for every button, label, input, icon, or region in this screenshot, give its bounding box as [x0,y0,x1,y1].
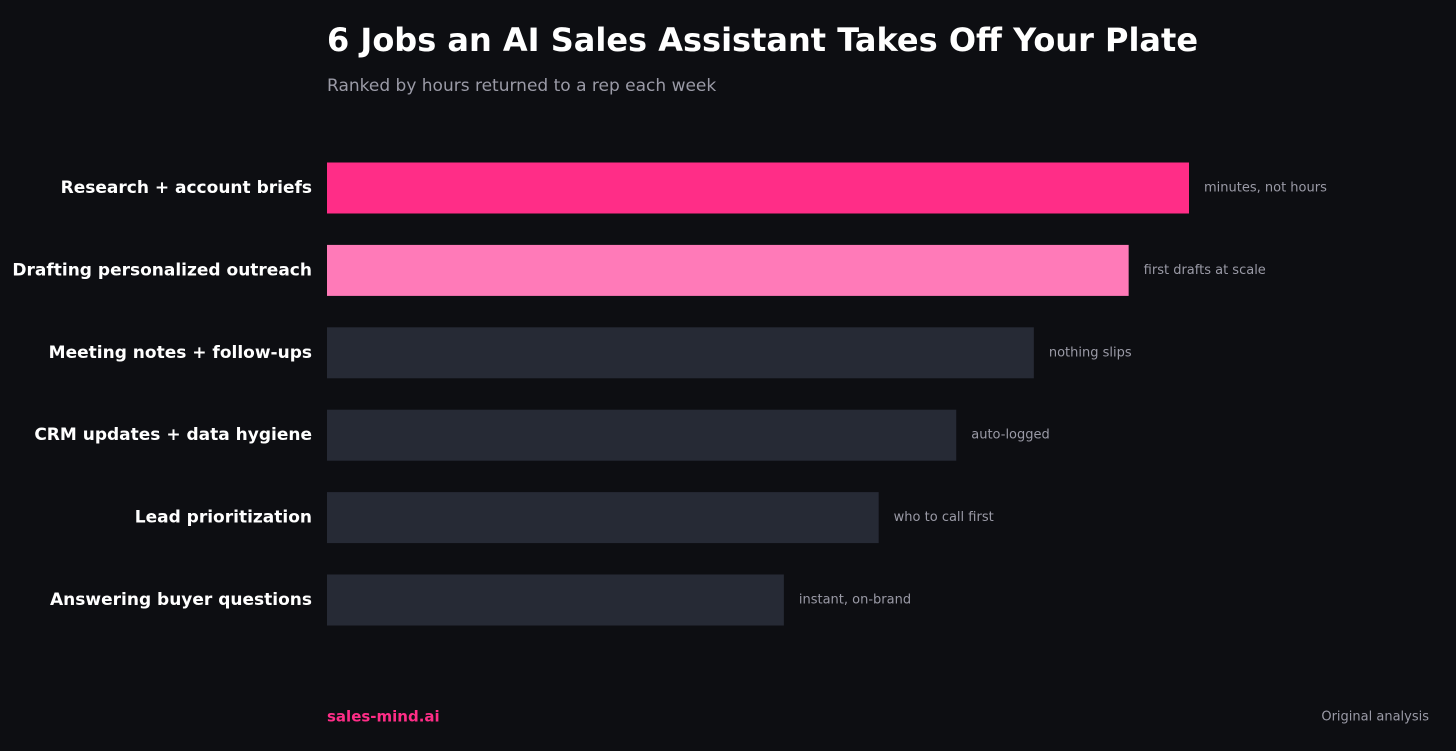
chart-subtitle: Ranked by hours returned to a rep each w… [327,76,716,96]
bar [327,409,957,461]
bar [327,492,879,544]
y-tick-label: Meeting notes + follow-ups [49,343,312,363]
y-tick-label: Drafting personalized outreach [12,260,312,280]
annotation: auto-logged [971,428,1050,443]
y-tick-label: CRM updates + data hygiene [34,425,312,445]
bar [327,244,1129,296]
chart-title: 6 Jobs an AI Sales Assistant Takes Off Y… [327,21,1198,59]
annotation: instant, on-brand [799,593,911,608]
y-tick-label: Lead prioritization [135,508,312,528]
source: Original analysis [1321,710,1429,725]
bar [327,162,1189,214]
annotation: first drafts at scale [1144,263,1266,278]
annotation: who to call first [894,510,994,525]
brand: sales-mind.ai [327,708,440,726]
y-tick-label: Answering buyer questions [50,590,312,610]
bar [327,327,1034,379]
bar [327,574,784,626]
annotation: minutes, not hours [1204,181,1327,196]
annotation: nothing slips [1049,345,1132,360]
y-tick-label: Research + account briefs [61,178,312,198]
